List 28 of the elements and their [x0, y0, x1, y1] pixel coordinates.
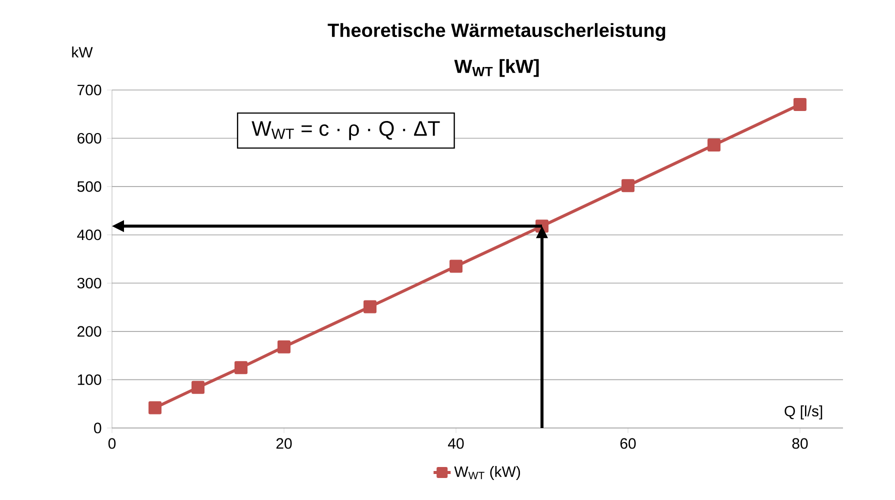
- x-tick-label: 60: [620, 438, 636, 449]
- y-tick-label: 100: [78, 374, 102, 386]
- y-tick-label: 600: [78, 132, 102, 144]
- y-tick-label: 700: [78, 84, 102, 96]
- legend-label: W$_{WT}$ (kW): [454, 466, 520, 480]
- point: [192, 380, 205, 394]
- chart-subtitle: W$_{WT}$ [kW]: [454, 59, 539, 77]
- y-axis-title: kW: [72, 46, 93, 58]
- x-tick-label: 20: [276, 438, 292, 449]
- point: [364, 300, 376, 314]
- point: [793, 98, 806, 111]
- y-tick-label: 0: [94, 422, 102, 434]
- point: [234, 361, 248, 374]
- y-tick-label: 400: [77, 230, 102, 240]
- x-axis-title: Q [l/s]: [784, 405, 822, 420]
- y-tick-label: 300: [77, 278, 102, 288]
- y-tick-label: 500: [77, 181, 102, 192]
- annotation: W$_{WT}$ = c · ρ · Q · ΔT: [252, 121, 440, 140]
- x-tick-label: 80: [792, 438, 808, 449]
- point: [450, 260, 462, 273]
- point: [621, 179, 634, 192]
- x-tick-label: 40: [448, 438, 464, 449]
- chart-title: Theoretische Wärmetauscherleistung: [328, 23, 666, 41]
- point: [278, 340, 291, 354]
- point: [707, 138, 720, 152]
- y-tick-label: 200: [78, 326, 102, 337]
- x-tick-label: 0: [108, 438, 116, 449]
- point: [148, 401, 162, 414]
